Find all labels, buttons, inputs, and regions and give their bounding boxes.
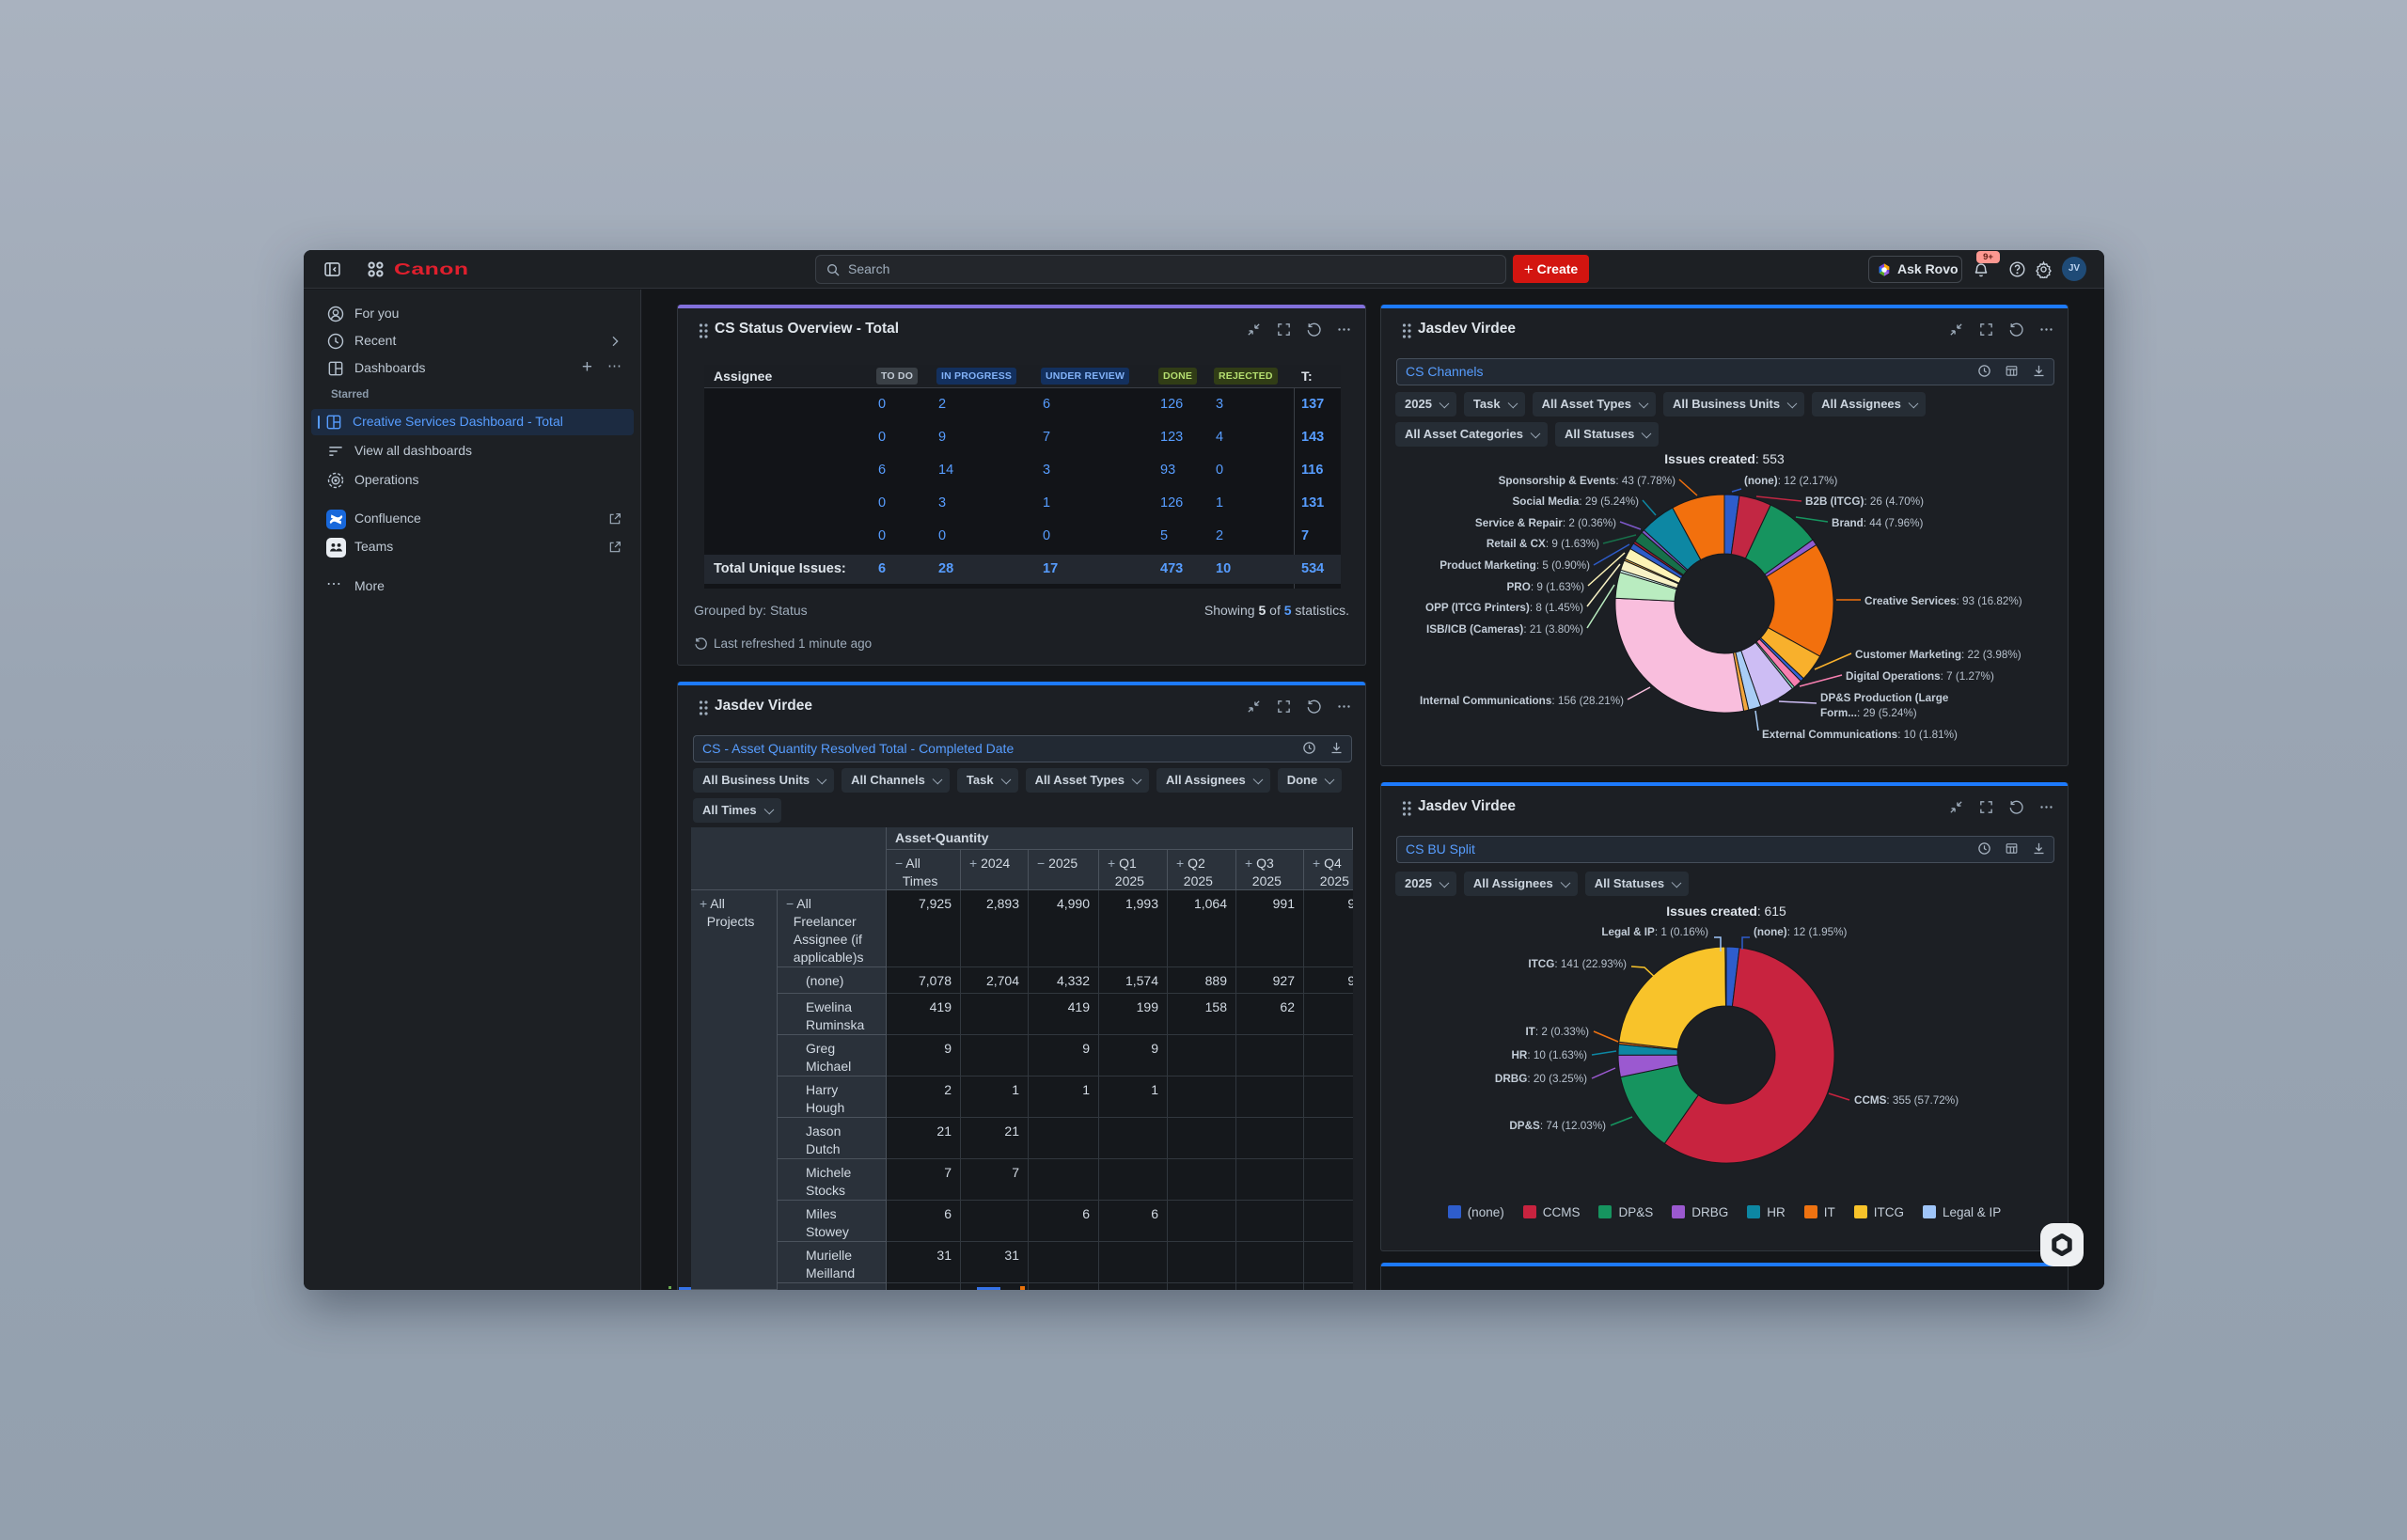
svg-text:DRBG: 20 (3.25%): DRBG: 20 (3.25%) — [1495, 1073, 1587, 1085]
svg-text:PRO: 9 (1.63%): PRO: 9 (1.63%) — [1507, 581, 1585, 593]
svg-text:CCMS: 355 (57.72%): CCMS: 355 (57.72%) — [1854, 1094, 1959, 1107]
svg-text:DP&S: 74 (12.03%): DP&S: 74 (12.03%) — [1509, 1120, 1606, 1132]
svg-text:HR: 10 (1.63%): HR: 10 (1.63%) — [1511, 1049, 1587, 1061]
svg-text:ISB/ICB (Cameras): 21 (3.80%): ISB/ICB (Cameras): 21 (3.80%) — [1426, 623, 1583, 636]
svg-text:Internal Communications: 156 (: Internal Communications: 156 (28.21%) — [1420, 695, 1624, 707]
svg-text:Social Media: 29 (5.24%): Social Media: 29 (5.24%) — [1513, 495, 1640, 508]
svg-text:Legal & IP: 1 (0.16%): Legal & IP: 1 (0.16%) — [1601, 926, 1708, 938]
svg-text:ITCG: 141 (22.93%): ITCG: 141 (22.93%) — [1528, 958, 1627, 970]
svg-text:(none): 12 (1.95%): (none): 12 (1.95%) — [1754, 926, 1847, 938]
svg-text:Retail & CX: 9 (1.63%): Retail & CX: 9 (1.63%) — [1487, 538, 1599, 550]
svg-text:B2B (ITCG): 26 (4.70%): B2B (ITCG): 26 (4.70%) — [1805, 495, 1924, 508]
svg-text:Issues created: 553: Issues created: 553 — [1664, 451, 1785, 466]
svg-text:Creative Services: 93 (16.82%): Creative Services: 93 (16.82%) — [1864, 595, 2022, 607]
svg-text:Digital Operations: 7 (1.27%): Digital Operations: 7 (1.27%) — [1846, 670, 1994, 683]
svg-text:(none): 12 (2.17%): (none): 12 (2.17%) — [1744, 475, 1837, 487]
svg-text:External Communications: 10 (1: External Communications: 10 (1.81%) — [1762, 729, 1958, 741]
svg-text:OPP (ITCG Printers): 8 (1.45%): OPP (ITCG Printers): 8 (1.45%) — [1425, 602, 1583, 614]
svg-text:Service & Repair: 2 (0.36%): Service & Repair: 2 (0.36%) — [1475, 517, 1616, 529]
svg-text:Issues created: 615: Issues created: 615 — [1666, 904, 1786, 919]
svg-text:Brand: 44 (7.96%): Brand: 44 (7.96%) — [1832, 517, 1924, 529]
svg-text:Sponsorship & Events: 43 (7.78: Sponsorship & Events: 43 (7.78%) — [1499, 475, 1675, 487]
svg-text:IT: 2 (0.33%): IT: 2 (0.33%) — [1525, 1026, 1589, 1038]
svg-text:DP&S Production (Large: DP&S Production (Large — [1820, 692, 1949, 704]
svg-text:Product Marketing: 5 (0.90%): Product Marketing: 5 (0.90%) — [1439, 559, 1590, 572]
svg-text:Customer Marketing: 22 (3.98%): Customer Marketing: 22 (3.98%) — [1855, 649, 2022, 661]
svg-text:Form...: 29 (5.24%): Form...: 29 (5.24%) — [1820, 707, 1917, 719]
